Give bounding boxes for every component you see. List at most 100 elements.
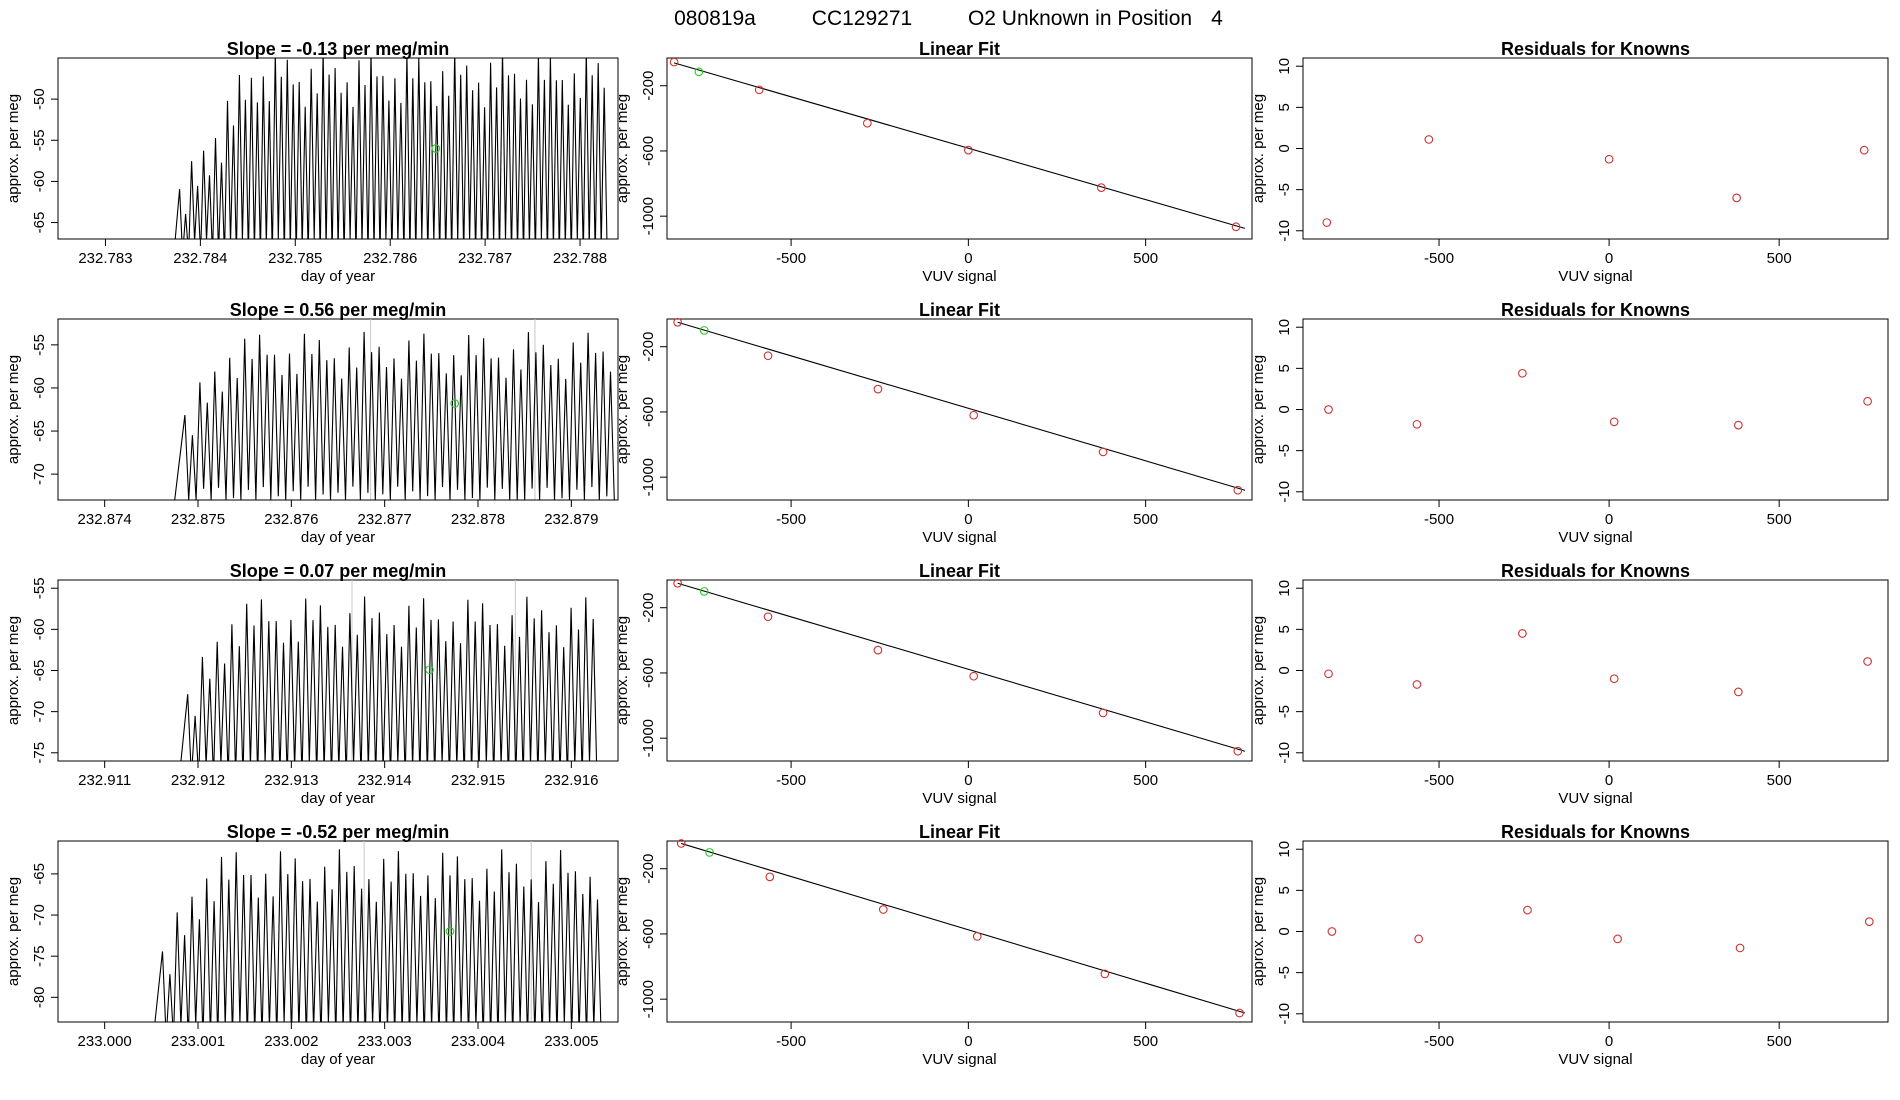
residuals-panel-row-3: Residuals for Knowns -500 0 500 VUV signal 10…	[1250, 561, 1889, 807]
residual-point	[1732, 193, 1741, 203]
x-tick-label: 0	[964, 772, 972, 789]
y-tick-label: -5	[1276, 183, 1293, 196]
known-standard-point	[878, 905, 888, 914]
residual-point	[1412, 680, 1422, 689]
residual-point	[1613, 934, 1622, 944]
y-tick-label: -65	[31, 660, 48, 682]
x-tick-label: 232.878	[451, 511, 505, 528]
unknown-sample-point	[431, 144, 441, 153]
panel-title: Linear Fit	[919, 822, 1000, 842]
x-tick-label: 0	[1605, 772, 1613, 789]
y-axis-label: approx. per meg	[5, 355, 22, 464]
y-tick-label: -600	[640, 919, 657, 949]
x-tick-label: -500	[776, 511, 806, 528]
known-standard-point	[862, 118, 872, 128]
unknown-sample-point	[699, 326, 709, 335]
y-tick-label: -1000	[640, 719, 657, 757]
x-tick-label: 232.913	[264, 772, 318, 789]
y-tick-label: -70	[31, 463, 48, 485]
y-tick-label: 0	[1276, 405, 1293, 413]
unknown-sample-point	[450, 399, 460, 408]
y-tick-label: -80	[31, 986, 48, 1008]
x-axis-label: day of year	[301, 1051, 375, 1068]
main-title-cylinder: CC129271	[812, 7, 912, 30]
y-tick-label: -5	[1276, 966, 1293, 979]
y-tick-label: -75	[31, 945, 48, 967]
plot-frame-8	[1302, 57, 1889, 240]
residual-point	[1609, 674, 1619, 684]
known-standard-point	[873, 645, 883, 655]
slope-value: 0.56	[299, 300, 334, 320]
panel-grid: Slope = -0.13 per meg/min 232.783 232.784 2…	[5, 39, 1889, 1068]
residual-point	[1324, 405, 1333, 414]
x-tick-label: 500	[1133, 1033, 1158, 1050]
known-standard-point	[673, 578, 682, 588]
y-tick-label: -5	[1276, 705, 1293, 718]
known-standard-point	[1233, 485, 1243, 495]
slope-prefix: Slope =	[227, 822, 297, 842]
known-standard-point	[765, 872, 775, 882]
y-tick-label: -55	[31, 577, 48, 599]
x-tick-label: 232.787	[458, 250, 512, 267]
unknown-sample-point	[705, 848, 714, 857]
timeseries-panel-row-1: Slope = -0.13 per meg/min 232.783 232.784 2…	[5, 39, 619, 285]
x-axis-label: day of year	[301, 529, 375, 546]
residual-point	[1518, 629, 1527, 638]
residual-point	[1733, 687, 1743, 697]
plot-frame-5	[666, 318, 1253, 501]
residual-point	[1424, 135, 1434, 144]
x-tick-label: 233.005	[544, 1033, 598, 1050]
x-tick-label: 233.000	[78, 1033, 132, 1050]
x-axis-label: VUV signal	[1558, 529, 1632, 546]
y-tick-label: -70	[31, 701, 48, 723]
y-tick-label: 0	[1276, 927, 1293, 935]
fit-line	[673, 62, 1246, 229]
y-axis-label: approx. per meg	[1250, 877, 1267, 986]
known-standard-point	[676, 839, 686, 848]
x-tick-label: 232.911	[78, 772, 131, 789]
known-standard-point	[673, 317, 682, 327]
x-tick-label: 500	[1767, 772, 1792, 789]
y-axis-label: approx. per meg	[5, 616, 22, 725]
x-axis-label: day of year	[301, 790, 375, 807]
known-standard-point	[1098, 708, 1108, 718]
y-tick-label: -200	[640, 332, 657, 362]
main-title-date: 080819a	[674, 7, 756, 30]
y-tick-label: 10	[1276, 319, 1293, 336]
known-standard-point	[969, 671, 979, 681]
unknown-sample-point	[445, 927, 455, 936]
y-tick-label: -600	[640, 397, 657, 427]
residual-point	[1327, 927, 1337, 936]
panel-title: Linear Fit	[919, 561, 1000, 581]
main-title-position: 4	[1211, 7, 1223, 30]
y-tick-label: 5	[1276, 103, 1293, 111]
x-tick-label: -500	[1424, 511, 1454, 528]
plot-frame-9	[1302, 318, 1889, 501]
x-tick-label: 500	[1133, 250, 1158, 267]
linear-fit-panel-row-1: Linear Fit -500 0 500 VUV signal -200 -600 -100…	[614, 39, 1253, 285]
y-tick-label: -60	[31, 377, 48, 399]
y-tick-label: 0	[1276, 144, 1293, 152]
residuals-panel-row-1: Residuals for Knowns -500 0 500 VUV signal 10…	[1250, 39, 1889, 285]
residual-point	[1523, 905, 1532, 915]
slope-suffix: per meg/min	[334, 300, 446, 320]
y-tick-label: -60	[31, 619, 48, 641]
residuals-panel-row-2: Residuals for Knowns -500 0 500 VUV signal 10…	[1250, 300, 1889, 546]
residual-point	[1859, 145, 1869, 155]
y-tick-label: -600	[640, 136, 657, 166]
x-axis-label: VUV signal	[922, 268, 996, 285]
unknown-sample-point	[694, 67, 704, 77]
slope-suffix: per meg/min	[337, 39, 449, 59]
y-axis-label: approx. per meg	[614, 616, 631, 725]
y-tick-label: -1000	[640, 197, 657, 235]
y-tick-label: -10	[1276, 742, 1293, 764]
x-tick-label: -500	[776, 1033, 806, 1050]
x-tick-label: 232.915	[451, 772, 505, 789]
slope-suffix: per meg/min	[337, 822, 449, 842]
x-tick-label: -500	[776, 250, 806, 267]
y-tick-label: -1000	[640, 458, 657, 496]
y-tick-label: -5	[1276, 444, 1293, 457]
x-tick-label: 232.785	[268, 250, 322, 267]
y-tick-label: -55	[31, 334, 48, 356]
x-axis-label: day of year	[301, 268, 375, 285]
